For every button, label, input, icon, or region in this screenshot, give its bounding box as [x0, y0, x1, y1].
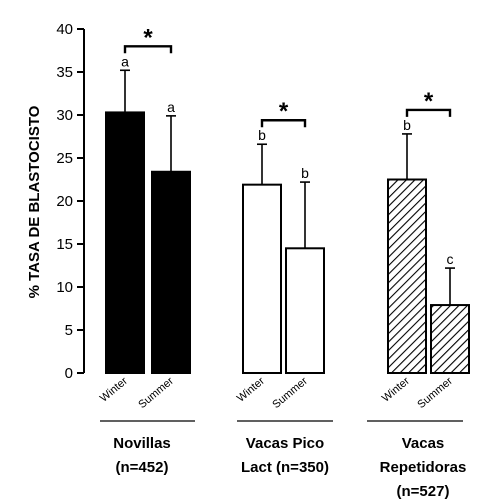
y-tick-label: 5	[65, 322, 73, 339]
y-tick-label: 25	[56, 150, 73, 167]
y-tick-label: 35	[56, 64, 73, 81]
y-tick-label: 15	[56, 236, 73, 253]
significance-bracket	[123, 45, 173, 54]
x-tick-label: Summer	[270, 375, 310, 411]
y-tick-label: 10	[56, 279, 73, 296]
y-tick-label: 30	[56, 107, 73, 124]
significance-letter: c	[447, 251, 454, 267]
bars: a a * b b * b c *	[105, 24, 470, 374]
group-label: Vacas	[402, 435, 445, 452]
group-label: (n=452)	[116, 459, 169, 476]
significance-star: *	[143, 24, 153, 51]
significance-star: *	[279, 98, 289, 125]
x-tick-label: Summer	[136, 375, 176, 411]
bar	[105, 111, 145, 374]
y-axis-label: % TASA DE BLASTOCISTO	[26, 105, 43, 298]
significance-letter: a	[121, 53, 129, 69]
significance-star: *	[424, 88, 434, 115]
significance-bracket	[405, 108, 452, 117]
y-axis: 0 5 10 15 20 25 30 35 40	[56, 21, 85, 382]
bar	[242, 183, 282, 374]
significance-letter: a	[167, 99, 175, 115]
x-tick-label: Summer	[415, 375, 455, 411]
x-tick-label: Winter	[98, 375, 130, 405]
y-tick-label: 40	[56, 21, 73, 38]
y-tick-label: 0	[65, 365, 73, 382]
group-label: (n=527)	[397, 483, 450, 500]
bar	[285, 247, 325, 374]
bar	[430, 304, 470, 374]
significance-letter: b	[403, 117, 411, 133]
group-label: Novillas	[113, 435, 171, 452]
x-tick-label: Winter	[235, 375, 267, 405]
group-label: Repetidoras	[380, 459, 467, 476]
bar	[387, 178, 427, 374]
significance-letter: b	[258, 127, 266, 143]
group-label: Lact (n=350)	[241, 459, 329, 476]
x-tick-label: Winter	[380, 375, 412, 405]
group-label: Vacas Pico	[246, 435, 324, 452]
significance-letter: b	[301, 165, 309, 181]
significance-bracket	[260, 119, 307, 128]
y-tick-label: 20	[56, 193, 73, 210]
bar	[151, 170, 191, 374]
